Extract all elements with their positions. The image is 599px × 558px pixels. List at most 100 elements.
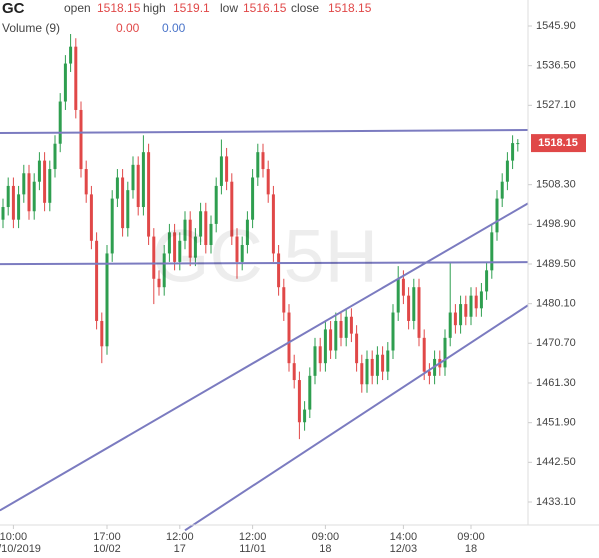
candle-body (500, 181, 504, 199)
y-tick-label: 1536.50 (536, 60, 576, 72)
low-label: low (220, 1, 238, 15)
candle-body (422, 337, 426, 372)
candle-body (79, 109, 83, 170)
candle-body (1, 207, 5, 220)
trend-line (0, 261, 529, 266)
candle-body (453, 312, 457, 326)
candle-body (100, 320, 104, 347)
high-label: high (143, 1, 166, 15)
candle-body (329, 329, 333, 351)
y-tick-label: 1451.90 (536, 417, 576, 429)
candle-body (339, 320, 343, 338)
candle-body (511, 143, 515, 161)
candle-body (178, 240, 182, 262)
y-tick-label: 1498.90 (536, 218, 576, 230)
candle-body (381, 354, 385, 372)
y-tick-label: 1442.50 (536, 456, 576, 468)
candle-body (401, 278, 405, 296)
candle-body (48, 169, 52, 203)
candle-body (32, 181, 36, 212)
candle-body (17, 194, 21, 220)
candle-body (344, 316, 348, 338)
candle-body (417, 287, 421, 338)
y-tick-label: 1508.30 (536, 179, 576, 191)
candle-body (308, 375, 312, 410)
candle-body (204, 211, 208, 246)
trend-line (0, 129, 529, 135)
candle-body (167, 232, 171, 254)
candle-body (89, 194, 93, 241)
candle-body (505, 160, 509, 182)
candle-body (479, 291, 483, 309)
candle-body (110, 198, 114, 254)
candle-body (443, 337, 447, 368)
open-label: open (64, 1, 91, 15)
candle-body (245, 219, 249, 246)
candle-body (58, 101, 62, 144)
candle-body (355, 333, 359, 364)
candle-body (375, 354, 379, 376)
candle-body (69, 46, 73, 64)
volume-value: 0.00 (116, 21, 140, 35)
candle-body (516, 143, 520, 145)
trend-line (184, 304, 529, 532)
candle-body (115, 177, 119, 199)
candle-body (370, 358, 374, 376)
candle-body (396, 278, 400, 313)
candle-body (318, 346, 322, 364)
candle-body (386, 350, 390, 372)
candle-body (162, 253, 166, 288)
volume-value: 0.00 (162, 21, 186, 35)
candle-body (74, 46, 78, 110)
candle-body (235, 236, 239, 262)
candle-body (209, 223, 213, 246)
candle-body (157, 278, 161, 288)
x-date-label: 18 (319, 543, 331, 555)
candle-body (11, 185, 15, 220)
candle-body (490, 232, 494, 271)
candle-body (485, 270, 489, 292)
candle-body (6, 185, 10, 208)
x-tick-label: 12:00 (166, 531, 194, 543)
x-date-label: 10/02 (93, 543, 121, 555)
candle-body (323, 329, 327, 364)
y-tick-label: 1480.10 (536, 298, 576, 310)
candle-body (474, 295, 478, 309)
candle-body (230, 181, 234, 237)
y-tick-label: 1489.50 (536, 258, 576, 270)
candle-body (334, 320, 338, 351)
candle-body (271, 194, 275, 254)
low-value: 1516.15 (243, 1, 287, 15)
candle-body (193, 236, 197, 258)
candle-body (141, 152, 145, 208)
candle-body (266, 169, 270, 195)
candle-body (360, 363, 364, 385)
x-tick-label: 09:00 (457, 531, 485, 543)
candle-body (173, 232, 177, 262)
candle-body (43, 160, 47, 203)
candle-body (183, 219, 187, 241)
candle-body (297, 380, 301, 423)
y-tick-label: 1461.30 (536, 377, 576, 389)
close-label: close (291, 1, 319, 15)
candle-body (199, 211, 203, 237)
candle-body (53, 143, 57, 170)
candle-body (37, 160, 41, 182)
candle-body (292, 363, 296, 381)
candle-body (188, 219, 192, 258)
price-tag-label: 1518.15 (538, 137, 578, 149)
candle-body (256, 152, 260, 178)
x-tick-label: 17:00 (93, 531, 121, 543)
close-value: 1518.15 (328, 1, 372, 15)
x-date-label: 09/10/2019 (0, 543, 41, 555)
x-tick-label: 10:00 (0, 531, 27, 543)
candle-body (63, 63, 67, 102)
open-value: 1518.15 (97, 1, 141, 15)
x-date-label: 12/03 (390, 543, 418, 555)
watermark: GC 5H (152, 215, 378, 298)
y-tick-label: 1545.90 (536, 20, 576, 32)
candle-body (261, 152, 265, 170)
x-date-label: 18 (465, 543, 477, 555)
